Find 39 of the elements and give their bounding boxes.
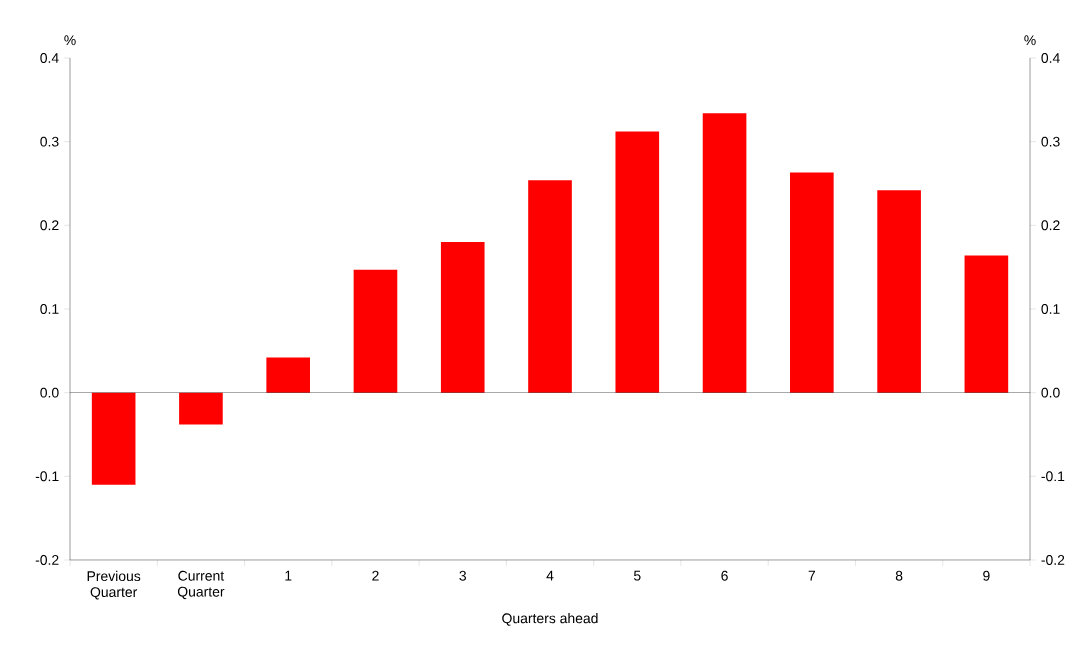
bar (266, 357, 311, 393)
y-tick-label: -0.2 (1041, 555, 1065, 565)
y2-tick-label: 0.2 (40, 220, 59, 231)
x-tick-label: 4 (546, 570, 554, 581)
y-tick-label: 0.0 (1041, 387, 1060, 398)
bar (91, 392, 136, 485)
bar (790, 172, 834, 393)
bar (179, 392, 223, 425)
y2-tick-label: -0.2 (35, 555, 59, 565)
bar (353, 269, 398, 393)
y2-tick-label: 0.0 (40, 387, 59, 398)
bar (615, 131, 660, 393)
x-tick-label: 9 (983, 570, 990, 581)
y-tick-label: -0.1 (1041, 471, 1065, 482)
bar (964, 255, 1009, 393)
x-tick-label: 7 (808, 570, 816, 581)
x-tick-label: 6 (721, 570, 728, 581)
text: % (1024, 35, 1036, 46)
y2-tick-label: 0.4 (40, 53, 59, 63)
y2-tick-label: 0.3 (40, 136, 59, 147)
text: % (64, 35, 76, 46)
bar (877, 190, 921, 393)
y-tick-label: 0.3 (1041, 136, 1060, 147)
x-tick-label: 5 (633, 570, 641, 581)
y-tick-label: 0.1 (1041, 304, 1060, 314)
bar (440, 242, 485, 393)
y-tick-label: 0.4 (1041, 53, 1060, 63)
bar (702, 113, 747, 393)
x-tick-label: Previous Quarter (87, 570, 141, 600)
x-tick-label: 8 (895, 570, 903, 581)
x-tick-label: 2 (372, 570, 379, 581)
y-tick-label: 0.2 (1041, 220, 1060, 231)
y2-tick-label: 0.1 (40, 304, 59, 314)
x-tick-label: 1 (285, 570, 292, 581)
y2-tick-label: -0.1 (35, 471, 59, 482)
x-axis-title: Quarters ahead (502, 613, 598, 626)
x-tick-label: 3 (459, 570, 466, 581)
x-tick-label: Current Quarter (177, 570, 225, 600)
bar (528, 180, 572, 393)
